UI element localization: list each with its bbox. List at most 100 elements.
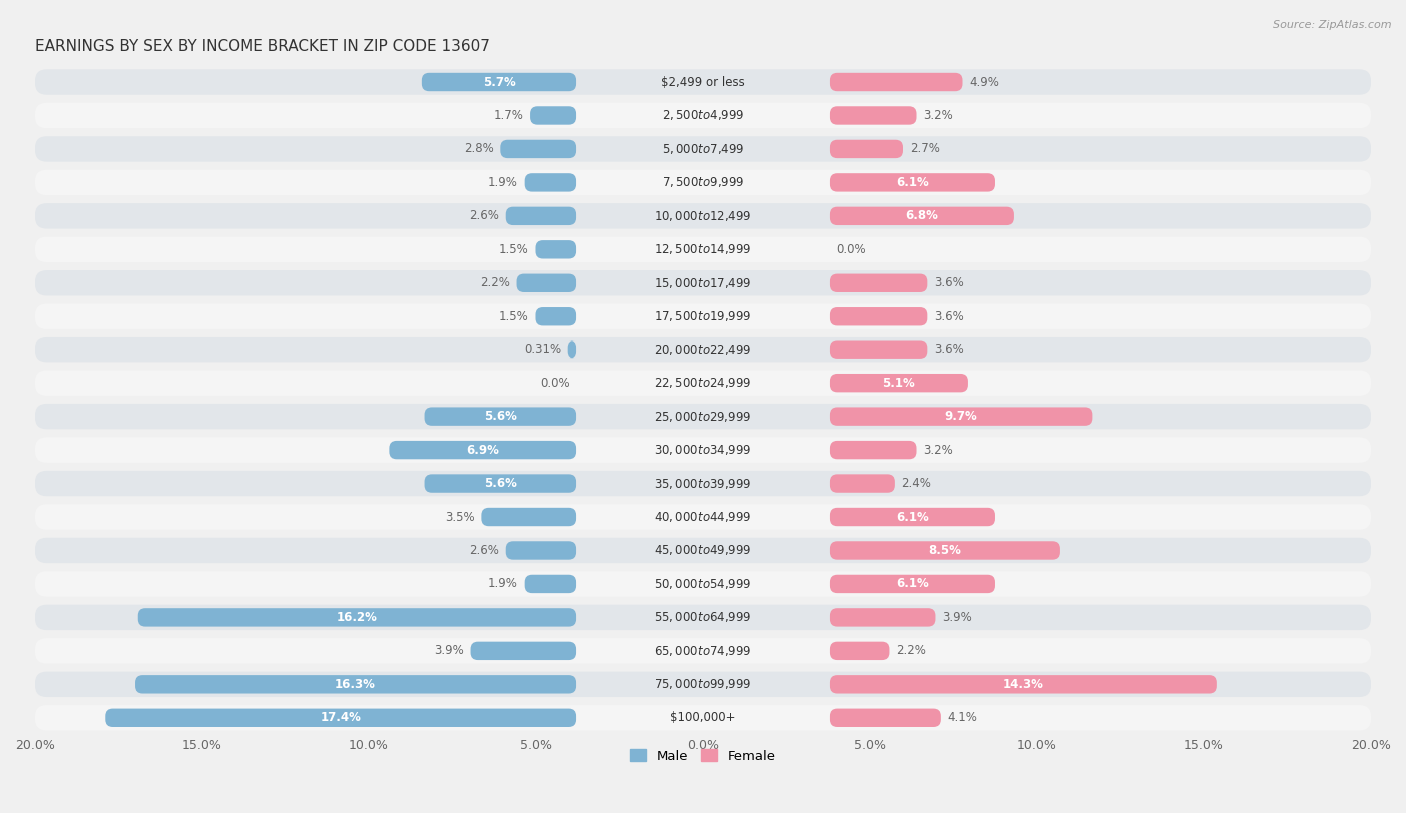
FancyBboxPatch shape (425, 407, 576, 426)
Text: 14.3%: 14.3% (1002, 678, 1043, 691)
FancyBboxPatch shape (830, 140, 903, 159)
Text: 3.5%: 3.5% (446, 511, 475, 524)
FancyBboxPatch shape (830, 608, 935, 627)
Text: 3.6%: 3.6% (934, 276, 963, 289)
Text: 2.2%: 2.2% (896, 645, 927, 658)
Text: 2.4%: 2.4% (901, 477, 931, 490)
FancyBboxPatch shape (501, 140, 576, 159)
FancyBboxPatch shape (568, 341, 576, 359)
FancyBboxPatch shape (524, 575, 576, 593)
FancyBboxPatch shape (830, 575, 995, 593)
Text: 6.1%: 6.1% (896, 511, 929, 524)
Text: 6.1%: 6.1% (896, 577, 929, 590)
FancyBboxPatch shape (35, 471, 1371, 496)
FancyBboxPatch shape (830, 474, 894, 493)
Text: 6.9%: 6.9% (467, 444, 499, 457)
FancyBboxPatch shape (35, 605, 1371, 630)
Text: Source: ZipAtlas.com: Source: ZipAtlas.com (1274, 20, 1392, 30)
Text: $12,500 to $14,999: $12,500 to $14,999 (654, 242, 752, 256)
Text: 17.4%: 17.4% (321, 711, 361, 724)
Text: 5.6%: 5.6% (484, 410, 517, 423)
Text: 0.0%: 0.0% (540, 376, 569, 389)
Text: EARNINGS BY SEX BY INCOME BRACKET IN ZIP CODE 13607: EARNINGS BY SEX BY INCOME BRACKET IN ZIP… (35, 39, 489, 54)
Text: 3.6%: 3.6% (934, 310, 963, 323)
FancyBboxPatch shape (524, 173, 576, 192)
Text: 2.2%: 2.2% (479, 276, 510, 289)
FancyBboxPatch shape (830, 709, 941, 727)
Text: 0.31%: 0.31% (524, 343, 561, 356)
FancyBboxPatch shape (830, 407, 1092, 426)
FancyBboxPatch shape (471, 641, 576, 660)
Text: 1.9%: 1.9% (488, 176, 517, 189)
FancyBboxPatch shape (481, 508, 576, 526)
FancyBboxPatch shape (105, 709, 576, 727)
Text: $2,500 to $4,999: $2,500 to $4,999 (662, 108, 744, 123)
Text: 3.9%: 3.9% (942, 611, 972, 624)
FancyBboxPatch shape (35, 504, 1371, 530)
Legend: Male, Female: Male, Female (626, 744, 780, 768)
FancyBboxPatch shape (35, 69, 1371, 95)
Text: 6.8%: 6.8% (905, 210, 938, 223)
Text: 4.1%: 4.1% (948, 711, 977, 724)
Text: $5,000 to $7,499: $5,000 to $7,499 (662, 142, 744, 156)
FancyBboxPatch shape (35, 705, 1371, 731)
Text: 5.7%: 5.7% (482, 76, 516, 89)
FancyBboxPatch shape (830, 675, 1216, 693)
FancyBboxPatch shape (35, 137, 1371, 162)
Text: $10,000 to $12,499: $10,000 to $12,499 (654, 209, 752, 223)
FancyBboxPatch shape (389, 441, 576, 459)
Text: 1.5%: 1.5% (499, 243, 529, 256)
FancyBboxPatch shape (35, 170, 1371, 195)
Text: $7,500 to $9,999: $7,500 to $9,999 (662, 176, 744, 189)
FancyBboxPatch shape (135, 675, 576, 693)
FancyBboxPatch shape (830, 307, 928, 325)
Text: $25,000 to $29,999: $25,000 to $29,999 (654, 410, 752, 424)
FancyBboxPatch shape (830, 107, 917, 124)
Text: 2.6%: 2.6% (470, 210, 499, 223)
Text: $100,000+: $100,000+ (671, 711, 735, 724)
FancyBboxPatch shape (35, 303, 1371, 329)
Text: 6.1%: 6.1% (896, 176, 929, 189)
Text: 3.2%: 3.2% (924, 109, 953, 122)
FancyBboxPatch shape (830, 207, 1014, 225)
Text: 2.7%: 2.7% (910, 142, 939, 155)
Text: $65,000 to $74,999: $65,000 to $74,999 (654, 644, 752, 658)
FancyBboxPatch shape (830, 541, 1060, 559)
FancyBboxPatch shape (830, 173, 995, 192)
FancyBboxPatch shape (536, 240, 576, 259)
FancyBboxPatch shape (35, 237, 1371, 262)
FancyBboxPatch shape (506, 541, 576, 559)
FancyBboxPatch shape (425, 474, 576, 493)
FancyBboxPatch shape (35, 102, 1371, 128)
FancyBboxPatch shape (506, 207, 576, 225)
Text: $15,000 to $17,499: $15,000 to $17,499 (654, 276, 752, 289)
Text: 3.6%: 3.6% (934, 343, 963, 356)
FancyBboxPatch shape (830, 341, 928, 359)
Text: 2.6%: 2.6% (470, 544, 499, 557)
FancyBboxPatch shape (516, 274, 576, 292)
Text: $55,000 to $64,999: $55,000 to $64,999 (654, 611, 752, 624)
FancyBboxPatch shape (35, 270, 1371, 295)
FancyBboxPatch shape (830, 374, 967, 393)
Text: 5.6%: 5.6% (484, 477, 517, 490)
Text: 5.1%: 5.1% (883, 376, 915, 389)
Text: 9.7%: 9.7% (945, 410, 977, 423)
FancyBboxPatch shape (830, 274, 928, 292)
Text: 3.9%: 3.9% (434, 645, 464, 658)
Text: $40,000 to $44,999: $40,000 to $44,999 (654, 510, 752, 524)
Text: 2.8%: 2.8% (464, 142, 494, 155)
FancyBboxPatch shape (830, 441, 917, 459)
Text: 16.2%: 16.2% (336, 611, 377, 624)
Text: $75,000 to $99,999: $75,000 to $99,999 (654, 677, 752, 691)
FancyBboxPatch shape (830, 73, 963, 91)
Text: $20,000 to $22,499: $20,000 to $22,499 (654, 343, 752, 357)
FancyBboxPatch shape (35, 572, 1371, 597)
FancyBboxPatch shape (35, 437, 1371, 463)
FancyBboxPatch shape (35, 337, 1371, 363)
Text: 1.9%: 1.9% (488, 577, 517, 590)
FancyBboxPatch shape (35, 537, 1371, 563)
Text: $22,500 to $24,999: $22,500 to $24,999 (654, 376, 752, 390)
Text: $35,000 to $39,999: $35,000 to $39,999 (654, 476, 752, 490)
FancyBboxPatch shape (35, 672, 1371, 697)
FancyBboxPatch shape (35, 404, 1371, 429)
